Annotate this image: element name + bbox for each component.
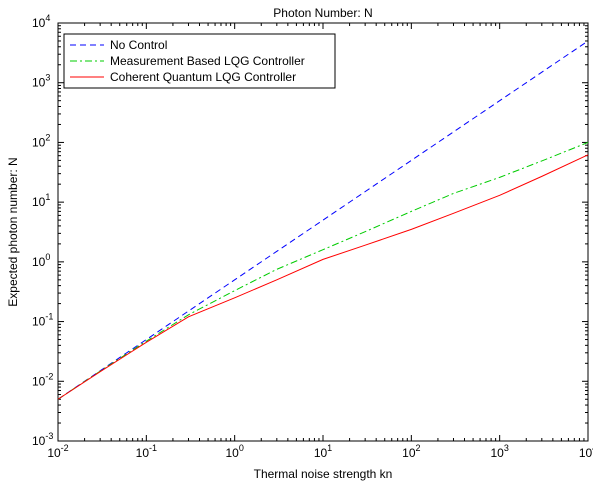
y-tick-label: 10-1: [32, 312, 53, 329]
series-line-1: [57, 40, 589, 400]
y-axis-label: Expected photon number: N: [6, 157, 20, 306]
x-tick-label: 104: [579, 443, 593, 460]
x-tick-label: 103: [490, 443, 508, 460]
series-line-3: [57, 154, 589, 400]
x-tick-label: 10-1: [136, 443, 157, 460]
plot-frame: [57, 22, 589, 442]
y-tick-label: 103: [32, 73, 50, 90]
ticks-layer: 10-210-110010110210310410-310-210-110010…: [32, 13, 593, 460]
legend-box: [63, 33, 336, 89]
legend-entries: No Control Measurement Based LQG Controll…: [70, 38, 305, 84]
y-tick-label: 101: [32, 192, 50, 209]
y-tick-label: 10-3: [32, 431, 53, 448]
x-tick-label: 100: [225, 443, 243, 460]
y-tick-label: 102: [32, 132, 50, 149]
chart-title: Photon Number: N: [273, 6, 372, 20]
x-tick-label: 101: [314, 443, 332, 460]
series-layer: [57, 40, 589, 400]
legend-label-2: Measurement Based LQG Controller: [110, 54, 305, 68]
y-tick-label: 104: [32, 13, 50, 30]
series-line-2: [57, 141, 589, 400]
legend: No Control Measurement Based LQG Controll…: [63, 33, 336, 89]
x-axis-label: Thermal noise strength kn: [254, 467, 393, 481]
x-tick-label: 102: [402, 443, 420, 460]
y-tick-label: 100: [32, 252, 50, 269]
legend-label-3: Coherent Quantum LQG Controller: [110, 70, 296, 84]
x-tick-label: 10-2: [47, 443, 68, 460]
legend-label-1: No Control: [110, 38, 167, 52]
y-tick-label: 10-2: [32, 371, 53, 388]
